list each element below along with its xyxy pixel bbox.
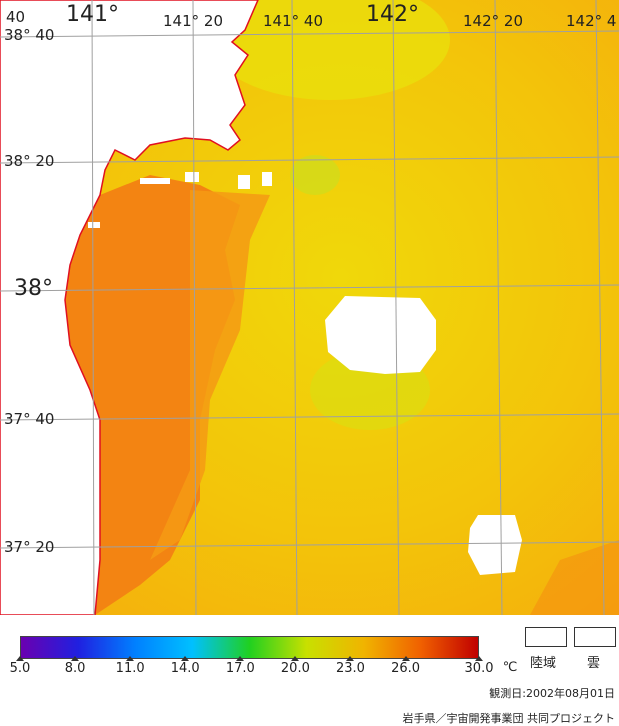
- scale-tick-label: 30.0: [464, 661, 494, 676]
- credit-line: 岩手県／宇宙開発事業団 共同プロジェクト: [402, 712, 616, 725]
- scale-tick-label: 14.0: [170, 661, 200, 676]
- lon-label-141: 141°: [66, 2, 119, 27]
- land-speck: [262, 172, 272, 186]
- lat-label-37-40: 37° 40: [4, 410, 55, 428]
- sst-map: [0, 0, 619, 615]
- land-area: [0, 0, 259, 615]
- corner-label: 40: [6, 8, 26, 26]
- graticule: [0, 0, 619, 615]
- scale-tick-label: 11.0: [115, 661, 145, 676]
- scale-tick-label: 5.0: [9, 661, 31, 676]
- scale-tick-mark: [291, 656, 300, 661]
- cloud-area: [468, 515, 522, 575]
- cloud-key-label: 雲: [587, 656, 601, 671]
- temperature-unit: ℃: [502, 660, 518, 675]
- lon-label-141-20: 141° 20: [163, 12, 223, 30]
- scale-tick-mark: [401, 656, 410, 661]
- lon-label-142-40: 142° 4: [566, 12, 617, 30]
- cool-patch: [210, 0, 450, 100]
- scale-tick-label: 17.0: [225, 661, 255, 676]
- lon-label-141-40: 141° 40: [263, 12, 323, 30]
- scale-tick-mark: [71, 656, 80, 661]
- legend: ℃ 陸域 雲 観測日:2002年08月01日 岩手県／宇宙開発事業団 共同プロジ…: [0, 615, 619, 725]
- scale-tick-mark: [16, 656, 24, 661]
- cloud-area: [325, 296, 436, 374]
- land-speck: [185, 172, 199, 182]
- scale-tick-mark: [346, 656, 355, 661]
- land-speck: [140, 178, 170, 184]
- lon-label-142: 142°: [366, 2, 419, 27]
- cloud-key-swatch: [574, 627, 616, 647]
- lat-label-38-20: 38° 20: [4, 152, 55, 170]
- color-scale-bar: [20, 636, 479, 659]
- lat-label-37-20: 37° 20: [4, 538, 55, 556]
- warm-coastal-water: [150, 190, 270, 560]
- land-speck: [238, 175, 250, 189]
- land-key-label: 陸域: [530, 656, 557, 671]
- lon-label-142-20: 142° 20: [463, 12, 523, 30]
- scale-tick-label: 8.0: [64, 661, 86, 676]
- scale-tick-label: 20.0: [280, 661, 310, 676]
- land-speck: [88, 222, 100, 228]
- land-key-swatch: [525, 627, 567, 647]
- scale-tick-mark: [236, 656, 245, 661]
- lat-label-38: 38°: [14, 276, 53, 301]
- warm-offshore-patch: [530, 540, 619, 615]
- lat-label-38-40: 38° 40: [4, 26, 55, 44]
- scale-tick-label: 23.0: [335, 661, 365, 676]
- scale-tick-mark: [126, 656, 135, 661]
- scale-tick-mark: [181, 656, 190, 661]
- observation-date: 観測日:2002年08月01日: [489, 687, 615, 700]
- cool-patch: [290, 155, 340, 195]
- scale-tick-mark: [475, 656, 483, 661]
- scale-tick-label: 26.0: [391, 661, 421, 676]
